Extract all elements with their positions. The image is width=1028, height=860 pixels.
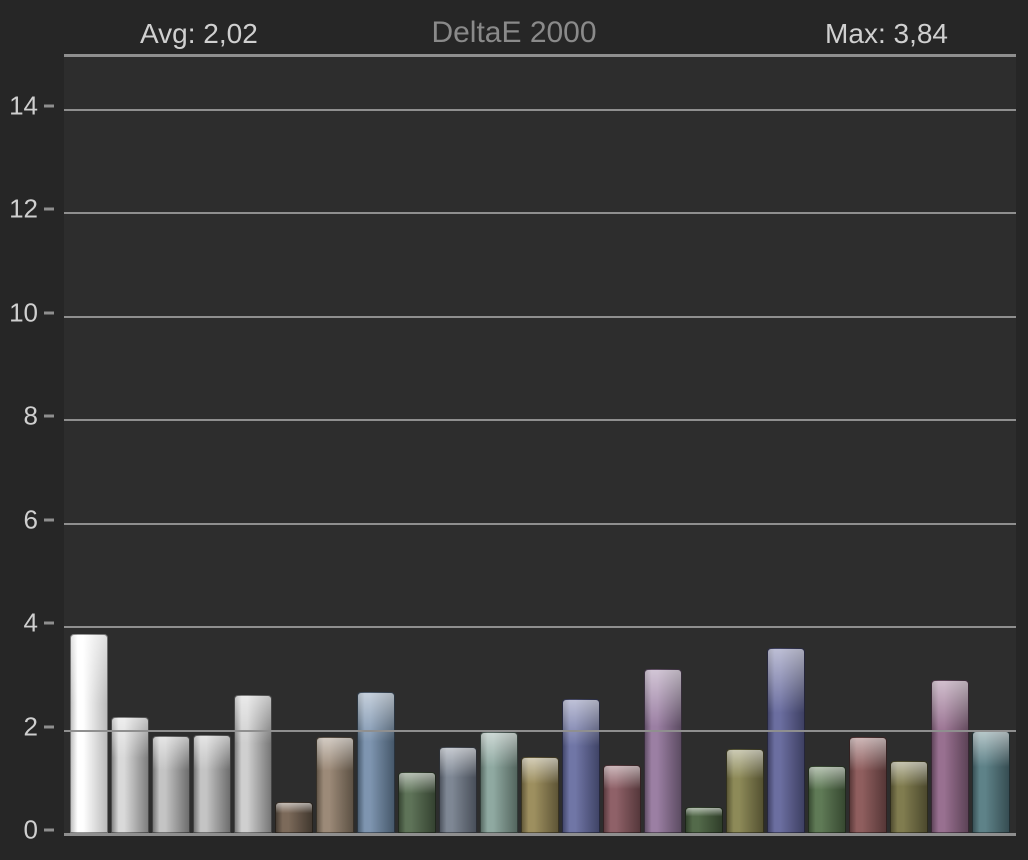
bars-layer	[64, 57, 1016, 833]
max-label: Max: 3,84	[825, 18, 948, 50]
bar	[603, 765, 641, 833]
gridline	[64, 212, 1016, 214]
gridline	[64, 730, 1016, 732]
bar	[357, 692, 395, 833]
gridline	[64, 316, 1016, 318]
chart-header: Avg: 2,02 DeltaE 2000 Max: 3,84	[0, 8, 1028, 48]
y-tick-mark	[44, 518, 54, 521]
bar	[439, 747, 477, 833]
chart-title: DeltaE 2000	[431, 16, 596, 50]
bar-highlight	[891, 762, 927, 832]
y-tick-label: 14	[9, 90, 38, 121]
bar	[726, 749, 764, 833]
bar-highlight	[194, 736, 230, 832]
bar-highlight	[727, 750, 763, 832]
y-tick-label: 2	[24, 711, 38, 742]
y-tick-mark	[44, 725, 54, 728]
bar	[70, 634, 108, 833]
bar-highlight	[440, 748, 476, 832]
y-tick-mark	[44, 622, 54, 625]
bar	[890, 761, 928, 833]
bar	[521, 757, 559, 833]
bar	[316, 737, 354, 833]
bar	[972, 731, 1010, 833]
bar	[808, 766, 846, 833]
bar-highlight	[973, 732, 1009, 832]
bar-highlight	[317, 738, 353, 832]
gridline	[64, 626, 1016, 628]
y-tick-mark	[44, 208, 54, 211]
y-tick-mark	[44, 829, 54, 832]
gridline	[64, 109, 1016, 111]
y-tick-label: 0	[24, 815, 38, 846]
bar-highlight	[932, 681, 968, 832]
bar-highlight	[276, 803, 312, 832]
bar	[562, 699, 600, 834]
bar	[111, 717, 149, 833]
bar	[644, 669, 682, 833]
bar-highlight	[235, 696, 271, 832]
y-tick-label: 6	[24, 504, 38, 535]
bar	[480, 732, 518, 833]
bar	[275, 802, 313, 833]
y-tick-mark	[44, 415, 54, 418]
bar-highlight	[522, 758, 558, 832]
bar-highlight	[112, 718, 148, 832]
bar-highlight	[686, 808, 722, 832]
bar-highlight	[645, 670, 681, 832]
bar-highlight	[481, 733, 517, 832]
gridline	[64, 419, 1016, 421]
bar-highlight	[358, 693, 394, 832]
bar-highlight	[563, 700, 599, 833]
bar	[398, 772, 436, 833]
bar-highlight	[768, 649, 804, 832]
bar	[767, 648, 805, 833]
plot-area	[64, 54, 1016, 836]
bar	[849, 737, 887, 833]
bar-highlight	[153, 737, 189, 832]
y-tick-label: 12	[9, 194, 38, 225]
y-axis: 02468101214	[0, 54, 64, 836]
y-tick-label: 4	[24, 608, 38, 639]
deltae-chart: Avg: 2,02 DeltaE 2000 Max: 3,84 0 2 4 6 8 10 1…	[0, 0, 1028, 860]
y-tick-label: 10	[9, 297, 38, 328]
bar-highlight	[71, 635, 107, 832]
bar	[685, 807, 723, 833]
y-tick-label: 8	[24, 401, 38, 432]
bar	[234, 695, 272, 833]
bar-highlight	[809, 767, 845, 832]
y-tick-mark	[44, 311, 54, 314]
gridline	[64, 523, 1016, 525]
bar	[152, 736, 190, 833]
bar-highlight	[604, 766, 640, 832]
bar-highlight	[850, 738, 886, 832]
bar	[193, 735, 231, 833]
bar-highlight	[399, 773, 435, 832]
y-tick-mark	[44, 104, 54, 107]
bar	[931, 680, 969, 833]
avg-label: Avg: 2,02	[140, 18, 258, 50]
